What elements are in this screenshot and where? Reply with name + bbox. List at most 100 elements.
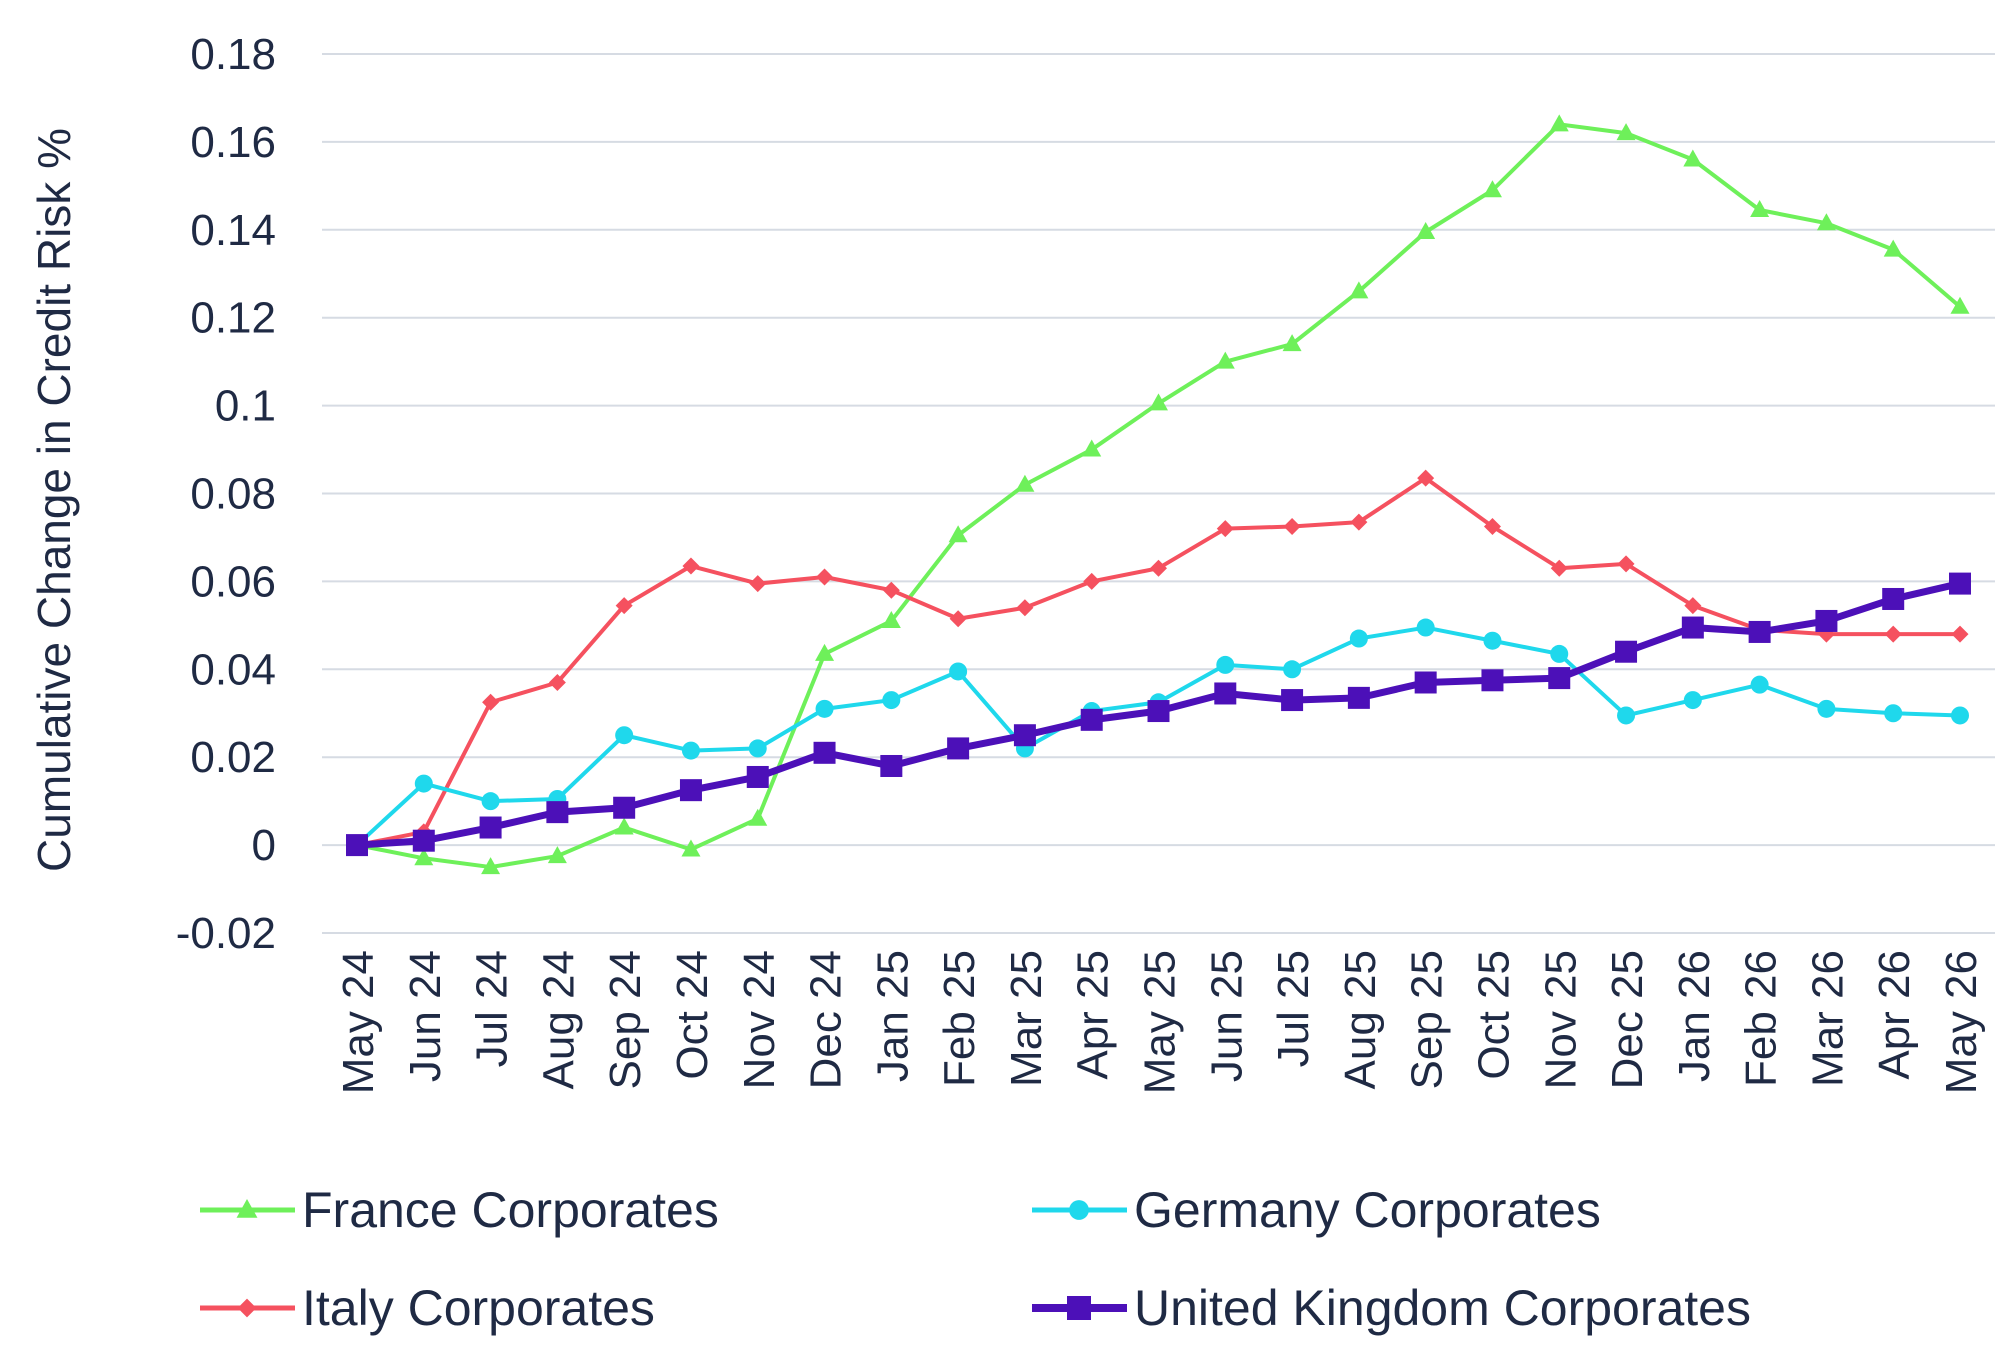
x-tick-label: Jul 25 [1269,950,1318,1067]
data-point [1349,281,1369,299]
x-tick-label: Oct 24 [668,950,717,1080]
x-tick-label: Dec 25 [1603,950,1652,1089]
data-point [1616,123,1636,141]
data-point [947,737,970,760]
data-point [1080,708,1103,731]
data-point [1884,704,1903,723]
y-tick-label: 0.08 [190,470,276,519]
data-point [1615,640,1638,663]
x-tick-label: Mar 26 [1803,950,1852,1087]
y-tick-label: 0.12 [190,294,276,343]
data-point [1147,700,1170,723]
x-tick-label: Feb 25 [935,950,984,1087]
gridlines [322,53,1995,934]
data-point [748,739,767,758]
data-point [1684,597,1702,615]
data-point [949,610,967,628]
data-point [1082,439,1102,457]
legend-marker [1069,1200,1089,1220]
data-point [481,857,501,875]
series-united-kingdom-corporates [346,572,1971,857]
x-tick-label: May 26 [1937,950,1986,1094]
data-point [1283,660,1302,679]
x-tick-label: Aug 25 [1336,950,1385,1089]
x-tick-label: Dec 24 [802,950,851,1089]
data-point [681,741,700,760]
data-point [1350,513,1368,531]
x-tick-label: Aug 24 [534,950,583,1089]
y-axis-title: Cumulative Change in Credit Risk % [28,128,80,872]
data-point [949,662,968,681]
series-lines [346,114,1971,875]
data-point [1150,559,1167,577]
data-point [1281,689,1304,712]
data-point [1414,671,1437,694]
data-point [749,575,767,593]
data-point [1550,644,1569,663]
data-point [682,557,700,575]
data-point [1817,699,1836,718]
series-italy-corporates [348,469,1969,854]
legend-marker [1067,1296,1091,1320]
y-tick-label: 0.16 [190,118,276,167]
data-point [1417,469,1435,487]
x-tick-label: Mar 25 [1002,950,1051,1087]
data-point [681,839,701,857]
y-tick-label: 0.06 [190,557,276,606]
y-tick-label: 0.04 [190,645,276,694]
data-point [1416,618,1435,637]
x-tick-label: Feb 26 [1737,950,1786,1087]
x-tick-label: Sep 24 [601,950,650,1089]
legend-label: United Kingdom Corporates [1134,1280,1751,1336]
data-point [882,691,901,710]
legend-label: Germany Corporates [1134,1182,1601,1238]
data-point [479,816,502,839]
data-point [1283,517,1301,535]
series-line [356,122,1962,870]
data-point [880,754,903,777]
legend-label: France Corporates [302,1182,719,1238]
data-point [1416,221,1436,239]
data-point [816,568,834,586]
data-point [547,846,567,864]
data-point [1884,625,1902,643]
data-point [482,693,500,711]
data-point [1282,334,1302,352]
data-point [1015,474,1035,492]
data-point [412,829,435,852]
x-tick-label: Nov 24 [735,950,784,1089]
data-point [615,597,633,615]
data-point [414,848,434,866]
legend-entry: Italy Corporates [200,1280,655,1336]
data-point [1949,572,1971,595]
data-point [881,610,901,628]
data-point [1347,686,1370,709]
legend-marker [237,1298,257,1318]
data-point [1550,559,1568,577]
data-point [1549,114,1569,132]
y-tick-label: -0.02 [176,909,276,958]
data-point [1683,691,1702,710]
data-point [815,699,834,718]
x-tick-label: May 25 [1136,950,1185,1094]
y-tick-label: 0.1 [215,382,276,431]
data-point [613,796,636,819]
x-tick-label: Jan 25 [868,950,917,1082]
x-axis-ticks: May 24 Jun 24 Jul 24 Aug 24 Sep 24 Oct 24 Nov … [334,950,1986,1094]
legend-entry: United Kingdom Corporates [1032,1280,1751,1336]
legend-label: Italy Corporates [302,1280,655,1336]
data-point [1681,616,1704,639]
data-point [1083,572,1101,590]
x-tick-label: Apr 26 [1870,950,1919,1080]
legend: France Corporates Germany Corporates Italy… [200,1182,1751,1336]
data-point [1548,667,1571,690]
x-tick-label: Apr 25 [1069,950,1118,1080]
data-point [813,741,836,764]
x-tick-label: Jun 25 [1202,950,1251,1082]
data-point [1216,655,1235,674]
data-point [615,726,634,745]
y-axis-ticks: -0.02 0 0.02 0.04 0.06 0.08 0.1 0.12 0.14 0.16 0.1… [176,30,276,958]
data-point [1482,180,1502,198]
x-tick-label: Oct 25 [1469,950,1518,1080]
